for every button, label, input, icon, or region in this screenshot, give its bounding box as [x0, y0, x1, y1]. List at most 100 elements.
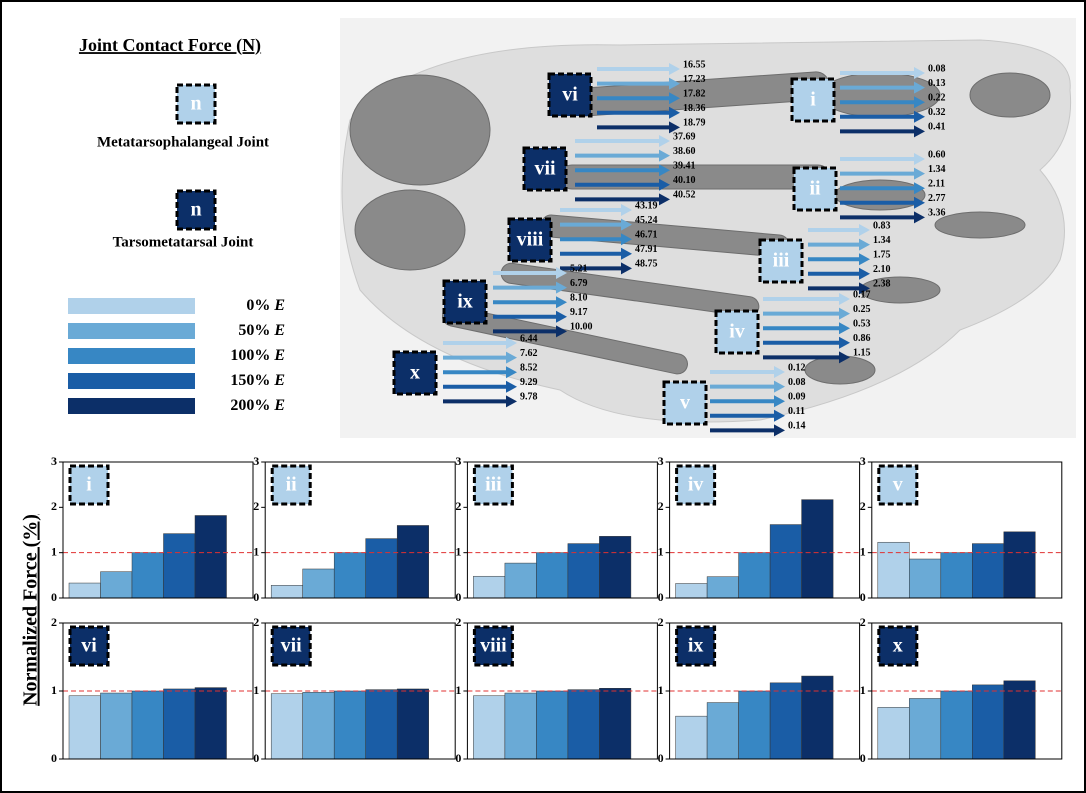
force-arrow: [710, 395, 785, 408]
arrow-head: [774, 395, 785, 408]
tmt-label: Tarsometatarsal Joint: [113, 234, 254, 250]
arrow-head: [556, 296, 567, 309]
force-label: 9.17: [570, 307, 588, 318]
bar: [270, 585, 303, 599]
force-arrow: [443, 380, 517, 393]
force-label: 40.52: [673, 190, 696, 201]
force-label: 1.34: [873, 235, 891, 246]
bar: [131, 552, 164, 599]
joint-box: [547, 72, 593, 118]
bar: [909, 558, 942, 599]
joint-box: [790, 77, 836, 123]
y-tick-label: 1: [658, 683, 664, 697]
y-tick-label: 0: [253, 751, 259, 765]
joint-label: iii: [485, 474, 502, 496]
legend-level-symbol: E: [273, 372, 285, 389]
bar: [1003, 680, 1036, 760]
joint-label: n: [190, 93, 201, 115]
joint-box: [675, 464, 717, 506]
bar: [675, 583, 708, 599]
force-label: 8.52: [520, 362, 538, 373]
joint-box: [175, 83, 217, 125]
plot-frame: [871, 622, 1063, 760]
force-arrow: [575, 178, 670, 191]
arrow-head: [774, 366, 785, 378]
bar: [68, 582, 101, 599]
force-arrow: [808, 224, 870, 236]
y-tick-label: 3: [51, 454, 57, 468]
force-label: 2.38: [873, 279, 891, 290]
joint-box: [472, 464, 514, 506]
force-label: 0.22: [928, 92, 946, 103]
y-tick-label: 2: [658, 499, 664, 513]
joint-box: [675, 625, 717, 667]
arrow-head: [669, 77, 680, 90]
force-arrow: [560, 233, 632, 246]
legend-level-symbol: E: [273, 347, 285, 364]
bar: [801, 499, 834, 599]
force-label: 40.10: [673, 175, 696, 186]
legend-level-value: 150%: [230, 372, 270, 389]
arrow-head: [659, 135, 670, 147]
arrow-head: [659, 149, 670, 162]
bar: [769, 682, 802, 760]
y-tick-label: 1: [860, 544, 866, 558]
plot-frame: [466, 622, 658, 760]
y-tick-label: 1: [51, 683, 57, 697]
force-arrow: [597, 106, 680, 119]
force-arrow: [840, 96, 925, 109]
force-arrow: [763, 293, 850, 305]
joint-box: [522, 146, 568, 192]
arrow-head: [774, 424, 785, 437]
bar: [877, 541, 910, 599]
joint-label: vi: [562, 84, 578, 106]
mtp-label: Metatarsophalangeal Joint: [97, 134, 269, 150]
joint-box: [877, 625, 919, 667]
force-label: 47.91: [635, 244, 658, 255]
joint-label: vi: [81, 635, 97, 657]
force-label: 9.78: [520, 392, 538, 403]
force-arrow: [560, 218, 632, 231]
joint-box: [68, 625, 110, 667]
arrow-head: [506, 351, 517, 364]
bar: [972, 684, 1005, 760]
joint-box: [442, 279, 488, 325]
force-arrow: [493, 281, 567, 294]
bar: [599, 688, 632, 760]
joint-box: [792, 166, 838, 212]
force-label: 5.21: [570, 263, 588, 274]
force-arrow: [443, 351, 517, 364]
force-arrow: [597, 121, 680, 134]
legend-swatch: [68, 298, 195, 314]
force-arrow: [840, 125, 925, 138]
y-tick-label: 3: [253, 454, 259, 468]
plot-frame: [264, 461, 456, 599]
bar: [302, 568, 335, 599]
arrow-head: [859, 238, 870, 251]
y-tick-label: 3: [455, 454, 461, 468]
joint-label: x: [410, 362, 420, 384]
legend-swatch: [68, 348, 195, 364]
force-arrow: [575, 193, 670, 206]
bar: [504, 692, 537, 760]
force-arrow: [597, 92, 680, 105]
force-label: 1.75: [873, 249, 891, 260]
force-label: 0.13: [928, 78, 946, 89]
force-arrow: [840, 182, 925, 195]
legend-level: 0% E: [246, 297, 285, 314]
force-arrow: [710, 409, 785, 422]
y-tick-label: 1: [455, 544, 461, 558]
y-axis-label: Normalized Force (%): [20, 514, 42, 706]
legend-level-symbol: E: [273, 397, 285, 414]
bar: [738, 690, 771, 760]
force-arrow: [808, 282, 870, 295]
bar: [100, 571, 133, 599]
arrow-head: [839, 351, 850, 364]
force-label: 18.36: [683, 103, 706, 114]
y-tick-label: 2: [455, 615, 461, 629]
force-arrow: [710, 424, 785, 437]
force-label: 0.17: [853, 289, 871, 300]
force-label: 46.71: [635, 229, 658, 240]
bar: [473, 575, 506, 599]
